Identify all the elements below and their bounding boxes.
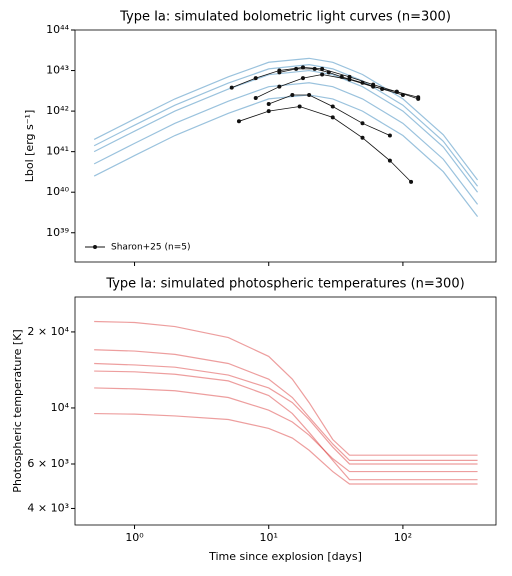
- observed-point: [294, 66, 299, 71]
- observed-curve: [255, 74, 419, 100]
- sim-curve: [94, 387, 478, 473]
- sim-curve: [94, 362, 478, 465]
- observed-point: [339, 74, 344, 79]
- observed-point: [307, 92, 312, 97]
- y-tick-label: 10⁴: [51, 401, 70, 414]
- sim-curve: [94, 370, 478, 481]
- y-tick-label: 6 × 10³: [27, 457, 69, 470]
- x-axis-label: Time since explosion [days]: [208, 550, 362, 563]
- observed-point: [266, 101, 271, 106]
- observed-point: [330, 115, 335, 120]
- chart-title: Type Ia: simulated bolometric light curv…: [119, 10, 451, 25]
- observed-point: [236, 119, 241, 124]
- observed-point: [277, 84, 282, 89]
- x-tick-label: 10¹: [260, 531, 278, 544]
- observed-point: [320, 66, 325, 71]
- sim-curve: [94, 349, 478, 461]
- observed-point: [360, 135, 365, 140]
- y-tick-label: 10⁴²: [46, 104, 69, 117]
- observed-point: [253, 96, 258, 101]
- y-tick-label: 10⁴³: [46, 64, 69, 77]
- y-tick-label: 10⁴¹: [46, 145, 69, 158]
- sim-curve: [93, 57, 479, 181]
- observed-point: [360, 121, 365, 126]
- observed-point: [400, 92, 405, 97]
- observed-point: [360, 80, 365, 85]
- sim-curve: [93, 64, 479, 187]
- observed-point: [290, 92, 295, 97]
- y-axis-label: Photospheric temperature [K]: [11, 329, 24, 492]
- observed-curve: [238, 106, 412, 183]
- sim-curve: [94, 320, 478, 456]
- observed-point: [380, 87, 385, 92]
- observed-point: [312, 66, 317, 71]
- observed-curve: [268, 94, 391, 136]
- observed-point: [320, 72, 325, 77]
- observed-point: [416, 96, 421, 101]
- chart-title: Type Ia: simulated photospheric temperat…: [105, 277, 464, 292]
- observed-curve: [279, 68, 404, 96]
- y-tick-label: 10⁴⁰: [46, 185, 69, 198]
- y-tick-label: 10⁴⁴: [46, 23, 69, 36]
- observed-point: [387, 133, 392, 138]
- observed-point: [229, 85, 234, 90]
- x-tick-label: 10²: [394, 531, 412, 544]
- legend-marker: [93, 245, 97, 249]
- observed-point: [297, 104, 302, 109]
- axes-frame: [74, 296, 497, 526]
- y-tick-label: 10³⁹: [46, 226, 69, 239]
- observed-point: [326, 70, 331, 75]
- axes-frame: [74, 29, 497, 263]
- y-tick-label: 4 × 10³: [27, 501, 69, 514]
- y-tick-label: 2 × 10⁴: [27, 325, 69, 338]
- observed-point: [387, 158, 392, 163]
- observed-point: [253, 76, 258, 81]
- observed-point: [277, 70, 282, 75]
- legend-text: Sharon+25 (n=5): [111, 243, 191, 253]
- sim-curve: [93, 69, 479, 193]
- observed-point: [300, 76, 305, 81]
- sim-curve: [93, 94, 479, 217]
- observed-point: [300, 65, 305, 70]
- sim-curve: [93, 82, 479, 205]
- x-tick-label: 10⁰: [125, 531, 144, 544]
- observed-point: [266, 109, 271, 114]
- observed-point: [409, 179, 414, 184]
- y-axis-label: Lbol [erg s⁻¹]: [23, 110, 36, 183]
- sim-curve: [94, 412, 478, 485]
- observed-point: [330, 104, 335, 109]
